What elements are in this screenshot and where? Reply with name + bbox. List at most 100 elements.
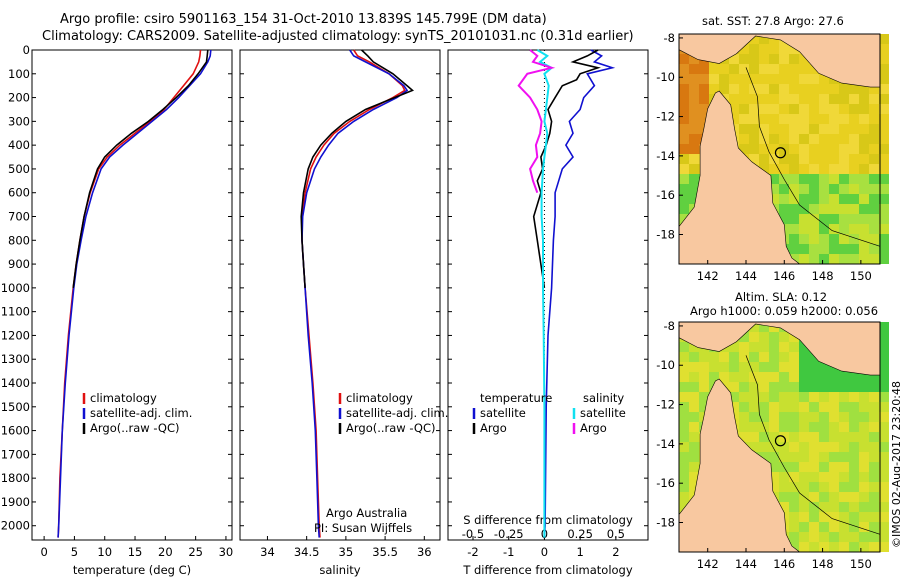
map-cell <box>769 54 779 64</box>
map-cell <box>869 462 879 472</box>
map-cell <box>869 204 879 214</box>
map-cell <box>809 214 819 224</box>
map-cell <box>829 432 839 442</box>
map-cell <box>829 412 839 422</box>
map-cell <box>819 254 829 264</box>
map-cell <box>809 392 819 402</box>
map-cell <box>729 74 739 84</box>
x-axis-title: salinity <box>319 563 360 577</box>
map-cell <box>799 184 809 194</box>
map-cell <box>809 104 819 114</box>
map-cell <box>699 392 709 402</box>
map-cell <box>859 224 869 234</box>
map-cell <box>839 124 849 134</box>
map-cell <box>789 332 799 342</box>
map-cell <box>679 54 689 64</box>
map-cell <box>679 74 689 84</box>
map-cell <box>839 94 849 104</box>
map-cell <box>779 492 789 502</box>
map-cell <box>849 522 859 532</box>
map-cell <box>859 124 869 134</box>
map-cell <box>879 114 889 124</box>
map-cell <box>839 492 849 502</box>
map-cell <box>859 412 869 422</box>
map-cell <box>829 532 839 542</box>
map-y-tick-label: -8 <box>664 319 675 333</box>
map-cell <box>679 452 689 462</box>
map-cell <box>839 452 849 462</box>
map-cell <box>749 74 759 84</box>
map-cell <box>849 452 859 462</box>
s-tick-label: 0.25 <box>567 527 593 541</box>
map-cell <box>689 74 699 84</box>
map-cell <box>809 472 819 482</box>
map-frame <box>678 33 881 265</box>
map-x-tick-label: 144 <box>735 269 757 283</box>
map-x-tick-label: 148 <box>812 557 834 571</box>
map-cell <box>789 432 799 442</box>
map-cell <box>829 442 839 452</box>
map-cell <box>869 402 879 412</box>
map-cell <box>769 372 779 382</box>
map-cell <box>699 352 709 362</box>
map-cell <box>819 104 829 114</box>
map-cell <box>769 352 779 362</box>
map-cell <box>839 134 849 144</box>
map-cell <box>759 104 769 114</box>
map-cell <box>819 432 829 442</box>
map-cell <box>699 94 709 104</box>
map-cell <box>799 84 809 94</box>
map-cell <box>799 154 809 164</box>
map-cell <box>859 542 869 552</box>
map-cell <box>799 532 809 542</box>
map-cell <box>799 194 809 204</box>
depth-tick-label: 700 <box>8 210 30 224</box>
map-cell <box>809 442 819 452</box>
map-cell <box>759 154 769 164</box>
map-cell <box>679 114 689 124</box>
map-cell <box>799 64 809 74</box>
map-cell <box>849 412 859 422</box>
map-cell <box>739 74 749 84</box>
map-cell <box>809 224 819 234</box>
map-cell <box>769 362 779 372</box>
map-cell <box>799 382 809 392</box>
map-y-tick-label: -16 <box>656 188 675 202</box>
legend-label: Argo <box>480 421 507 435</box>
map-cell <box>859 154 869 164</box>
map-cell <box>799 352 809 362</box>
map-cell <box>689 482 699 492</box>
map-cell <box>829 84 839 94</box>
map-cell <box>779 124 789 134</box>
map-cell <box>779 94 789 104</box>
map-cell <box>839 244 849 254</box>
map-cell <box>749 432 759 442</box>
map-cell <box>689 442 699 452</box>
map-cell <box>829 422 839 432</box>
plot-frame <box>447 49 649 541</box>
map-cell <box>809 492 819 502</box>
map-cell <box>699 402 709 412</box>
map-cell <box>869 124 879 134</box>
map-cell <box>869 412 879 422</box>
map-cell <box>879 332 889 342</box>
map-cell <box>819 472 829 482</box>
map-cell <box>869 382 879 392</box>
map-cell <box>749 44 759 54</box>
x-tick-label: 30 <box>219 545 234 559</box>
map-cell <box>729 352 739 362</box>
map-x-tick-label: 148 <box>812 269 834 283</box>
map-cell <box>749 94 759 104</box>
map-cell <box>869 194 879 204</box>
map-cell <box>849 492 859 502</box>
map-cell <box>849 372 859 382</box>
map-cell <box>789 382 799 392</box>
map-cell <box>709 352 719 362</box>
map-cell <box>749 54 759 64</box>
map-cell <box>809 94 819 104</box>
map-cell <box>759 362 769 372</box>
x-axis-title: temperature (deg C) <box>73 563 191 577</box>
map-cell <box>789 194 799 204</box>
map-cell <box>809 502 819 512</box>
map-cell <box>789 244 799 254</box>
